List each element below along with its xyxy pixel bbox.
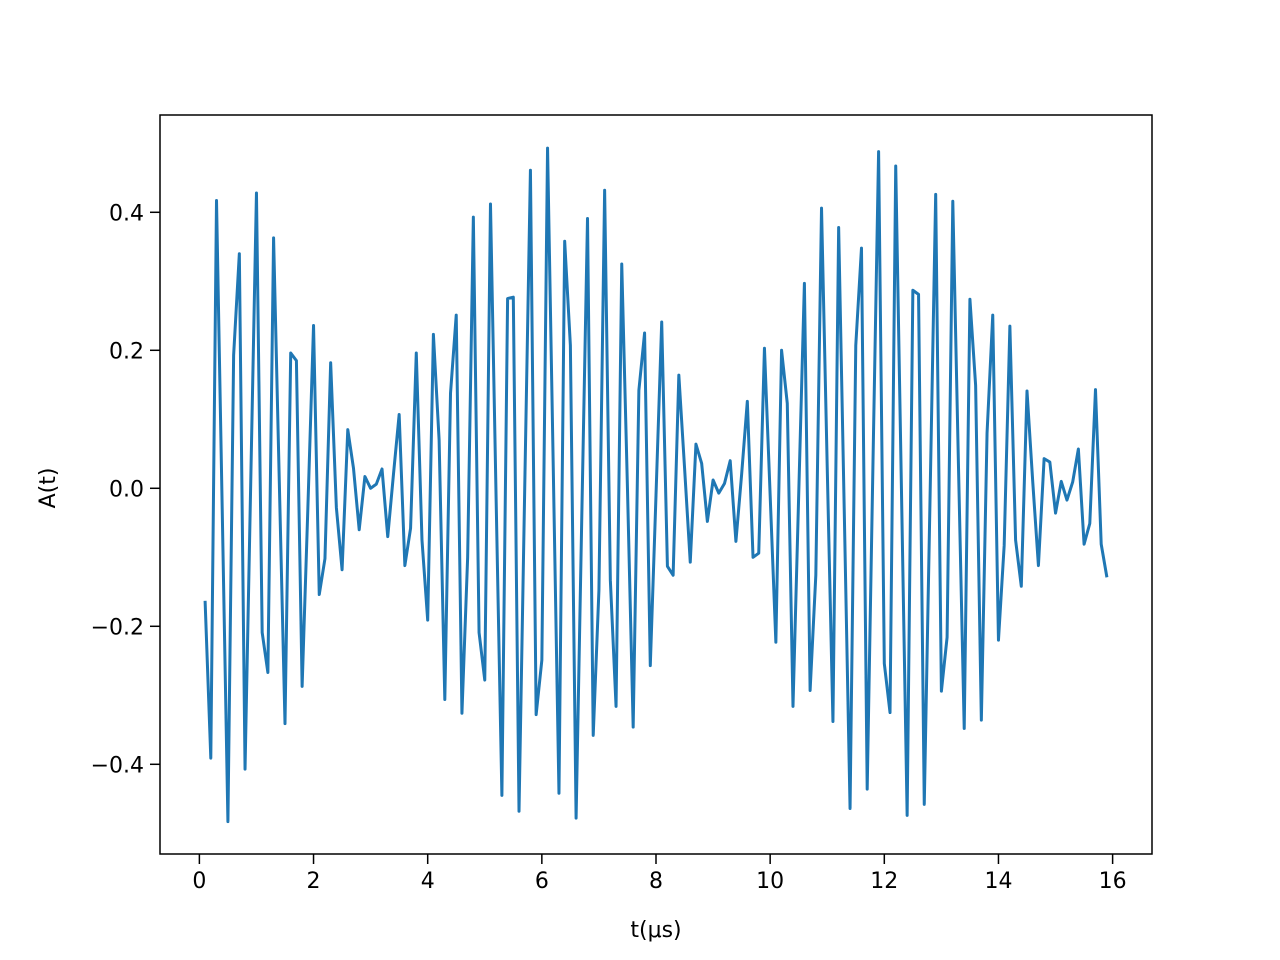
x-tick-label: 2 xyxy=(307,869,321,894)
y-tick-label: 0.2 xyxy=(109,339,144,364)
plot-frame xyxy=(159,114,1153,855)
x-tick-label: 6 xyxy=(535,869,549,894)
y-tick-label: −0.4 xyxy=(91,753,144,778)
x-tick-label: 16 xyxy=(1099,869,1127,894)
x-tick-label: 4 xyxy=(421,869,435,894)
x-tick-label: 12 xyxy=(870,869,898,894)
data-line xyxy=(203,146,1109,824)
x-tick-label: 10 xyxy=(756,869,784,894)
x-tick-label: 14 xyxy=(984,869,1012,894)
x-axis-label: t(μs) xyxy=(630,918,681,943)
y-tick-label: 0.0 xyxy=(109,477,144,502)
y-axis-label: A(t) xyxy=(36,468,61,509)
x-tick-label: 0 xyxy=(192,869,206,894)
x-tick-label: 8 xyxy=(649,869,663,894)
y-tick-label: −0.2 xyxy=(91,615,144,640)
y-tick-label: 0.4 xyxy=(109,201,144,226)
